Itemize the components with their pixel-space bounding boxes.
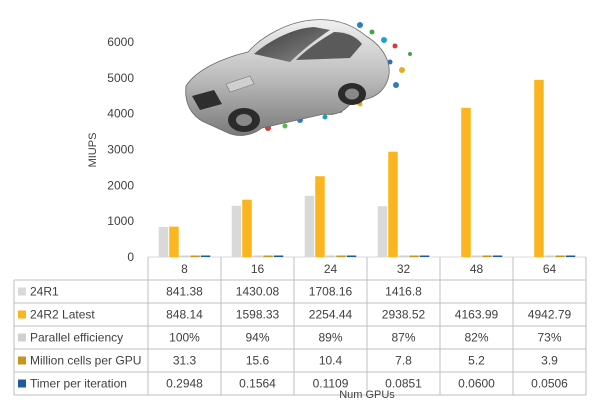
legend-swatch [18, 356, 26, 365]
bar [263, 255, 273, 257]
bar [158, 226, 169, 257]
car-cfd-image [185, 19, 412, 136]
data-label: 0.2948 [166, 377, 203, 391]
y-tick-label: 5000 [107, 71, 134, 85]
bar [398, 255, 409, 257]
data-label: 89% [318, 331, 342, 345]
bar [179, 255, 190, 257]
bar [461, 107, 471, 257]
bar [346, 255, 357, 257]
data-label: 2938.52 [382, 308, 426, 322]
bar [377, 206, 388, 257]
data-label: 841.38 [166, 285, 203, 299]
data-label: 82% [464, 331, 488, 345]
bar [231, 205, 242, 257]
data-label: 10.4 [319, 354, 343, 368]
bar [419, 255, 430, 257]
data-label: 0.1109 [313, 377, 349, 391]
data-label: 73% [537, 331, 561, 345]
bar [492, 255, 503, 257]
y-tick-label: 3000 [107, 143, 134, 157]
bar [315, 176, 325, 257]
bar [325, 255, 336, 257]
data-label: 4942.79 [528, 308, 572, 322]
data-label: 848.14 [166, 308, 203, 322]
data-label: 2254.44 [309, 308, 353, 322]
data-label: 0.0600 [458, 377, 495, 391]
data-label: 100% [169, 331, 200, 345]
data-label: 1598.33 [236, 308, 280, 322]
bar [482, 255, 492, 257]
bar [169, 226, 179, 257]
data-label: 7.8 [395, 354, 412, 368]
bar [544, 255, 555, 257]
data-label: 87% [391, 331, 415, 345]
legend-entry: 24R2 Latest [30, 308, 95, 322]
data-label: 3.9 [541, 354, 558, 368]
y-tick-label: 0 [127, 250, 134, 264]
bar [471, 255, 482, 257]
data-label: 0.0506 [531, 377, 568, 391]
data-label: 94% [245, 331, 269, 345]
bar [534, 79, 544, 257]
legend-swatch [18, 310, 26, 319]
y-tick-label: 1000 [107, 214, 134, 228]
data-label: 1708.16 [309, 285, 353, 299]
y-tick-label: 4000 [107, 107, 134, 121]
data-label: 31.3 [173, 354, 197, 368]
data-label: 1430.08 [236, 285, 280, 299]
bar [409, 255, 419, 257]
bar [336, 255, 346, 257]
data-label: 0.0851 [385, 377, 422, 391]
x-tick-label: 24 [324, 262, 338, 276]
y-tick-label: 6000 [107, 35, 134, 49]
x-axis-title: Num GPUs [339, 389, 395, 401]
x-tick-label: 64 [543, 262, 557, 276]
bar [200, 255, 211, 257]
x-tick-label: 16 [251, 262, 265, 276]
data-label: 0.1564 [239, 377, 276, 391]
legend-entry: Parallel efficiency [30, 331, 123, 345]
legend-entry: Timer per iteration [30, 377, 127, 391]
legend-entry: Million cells per GPU [30, 354, 141, 368]
data-label: 5.2 [468, 354, 485, 368]
x-tick-label: 32 [397, 262, 411, 276]
bar [190, 255, 200, 257]
legend-entry: 24R1 [30, 285, 59, 299]
y-tick-label: 2000 [107, 178, 134, 192]
bar [304, 195, 315, 257]
bar [388, 151, 398, 257]
bar [273, 255, 284, 257]
legend-swatch [18, 379, 26, 388]
x-tick-label: 8 [181, 262, 188, 276]
bar [565, 255, 576, 257]
data-label: 4163.99 [455, 308, 499, 322]
x-tick-label: 48 [470, 262, 484, 276]
bar [555, 255, 565, 257]
bar [242, 199, 252, 257]
bar [252, 255, 263, 257]
legend-swatch [18, 333, 26, 342]
legend-swatch [18, 287, 26, 296]
data-label: 1416.8 [385, 285, 422, 299]
y-axis-title: MIUPS [87, 133, 99, 168]
data-label: 15.6 [246, 354, 270, 368]
